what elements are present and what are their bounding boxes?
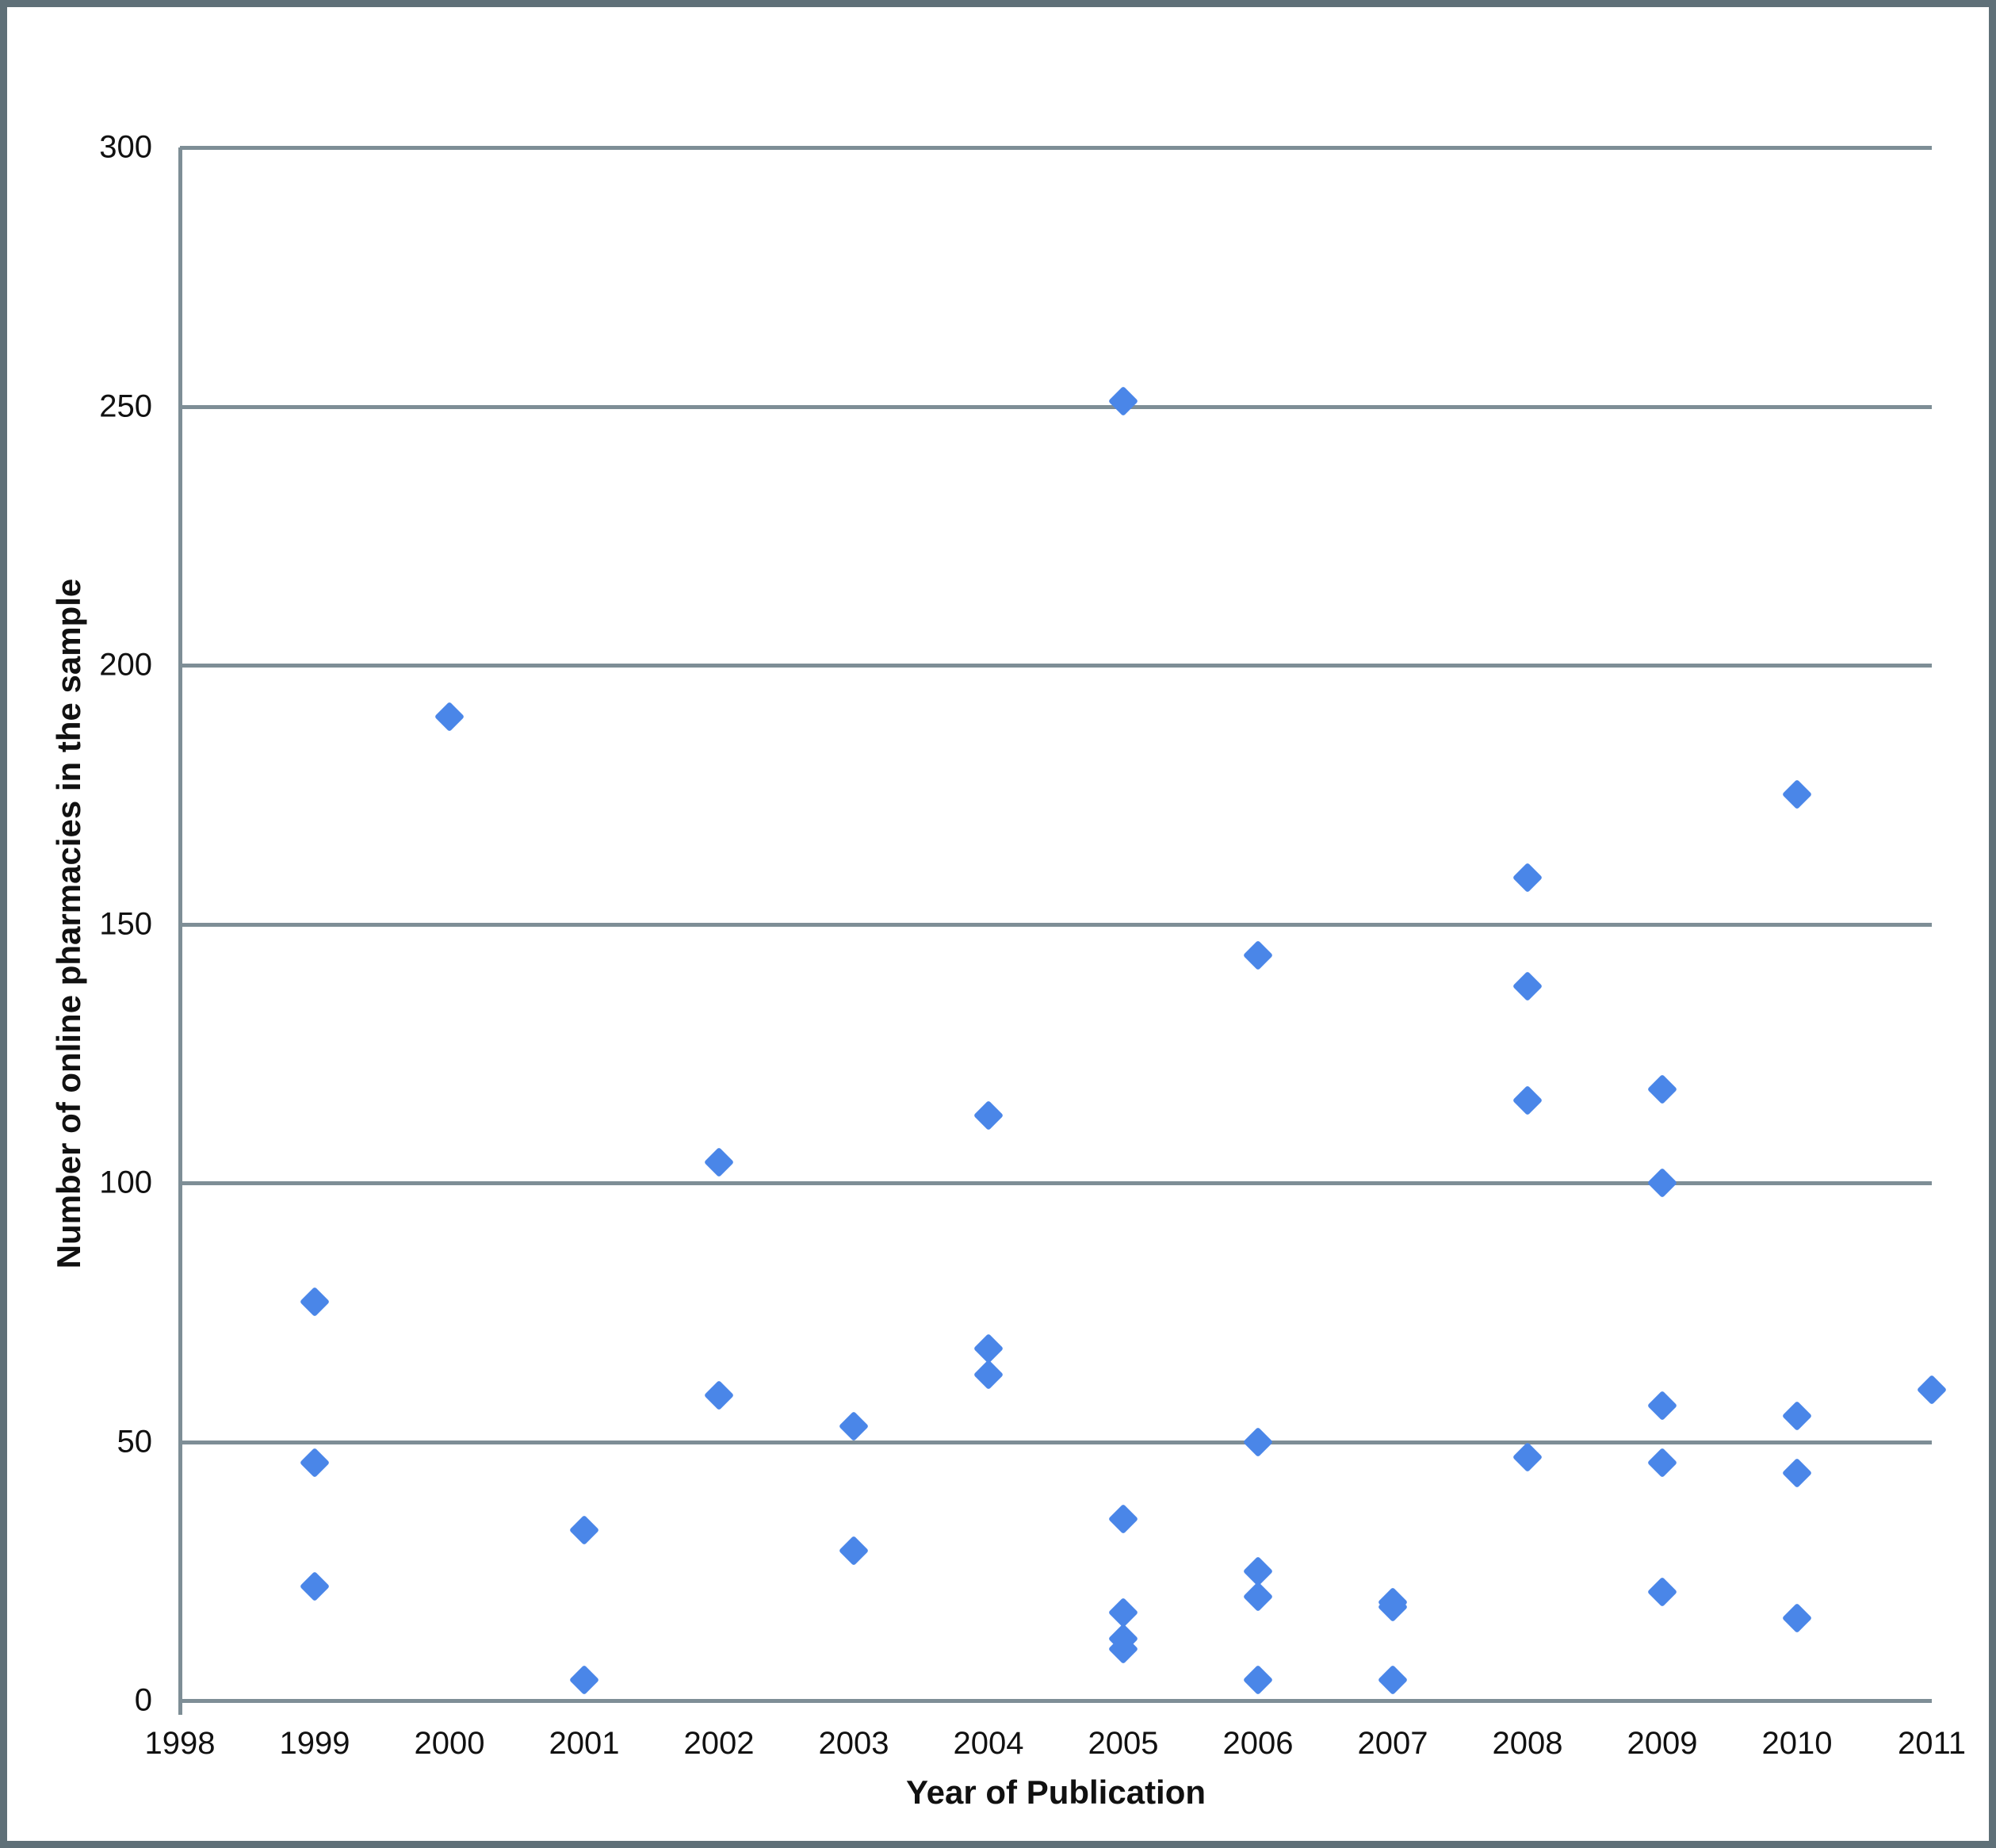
data-point-2005-251 (1107, 385, 1139, 417)
data-point-2008-159 (1512, 862, 1543, 893)
data-point-2006-4 (1242, 1664, 1274, 1695)
x-tick-label-2001: 2001 (549, 1726, 620, 1761)
data-point-2009-57 (1646, 1390, 1678, 1421)
y-tick-label-0: 0 (134, 1682, 152, 1718)
data-point-2009-100 (1646, 1167, 1678, 1199)
x-tick-label-2006: 2006 (1222, 1726, 1294, 1761)
data-point-2009-118 (1646, 1074, 1678, 1105)
x-tick-label-2002: 2002 (683, 1726, 755, 1761)
data-point-2007-4 (1377, 1664, 1409, 1695)
y-tick-label-150: 150 (99, 906, 152, 941)
data-point-1999-77 (299, 1287, 331, 1318)
x-tick-label-1999: 1999 (279, 1726, 350, 1761)
data-point-2005-17 (1107, 1597, 1139, 1628)
data-point-2010-175 (1781, 779, 1813, 810)
data-point-2011-60 (1916, 1375, 1948, 1406)
gridline-y-50 (180, 1440, 1932, 1444)
y-tick-label-50: 50 (117, 1424, 153, 1459)
x-tick-label-2000: 2000 (414, 1726, 485, 1761)
x-tick-label-1998: 1998 (144, 1726, 216, 1761)
data-point-2006-20 (1242, 1582, 1274, 1613)
y-tick-label-250: 250 (99, 388, 152, 423)
data-point-2003-29 (838, 1535, 870, 1566)
data-point-2008-138 (1512, 970, 1543, 1001)
data-point-2008-47 (1512, 1441, 1543, 1473)
gridline-y-300 (180, 146, 1932, 150)
data-point-2010-55 (1781, 1400, 1813, 1431)
gridline-y-200 (180, 664, 1932, 668)
data-point-2005-35 (1107, 1504, 1139, 1535)
data-point-2010-16 (1781, 1602, 1813, 1633)
y-tick-label-300: 300 (99, 129, 152, 165)
data-point-2002-59 (703, 1379, 735, 1410)
gridline-y-250 (180, 404, 1932, 409)
y-axis-line (178, 147, 182, 1715)
data-point-2006-144 (1242, 939, 1274, 970)
data-point-1999-46 (299, 1447, 331, 1478)
data-point-2003-53 (838, 1410, 870, 1441)
data-point-2004-68 (973, 1333, 1004, 1364)
x-tick-label-2009: 2009 (1627, 1726, 1698, 1761)
data-point-2002-104 (703, 1146, 735, 1177)
x-tick-label-2007: 2007 (1357, 1726, 1428, 1761)
y-tick-label-100: 100 (99, 1165, 152, 1200)
data-point-2004-113 (973, 1100, 1004, 1131)
x-tick-label-2008: 2008 (1492, 1726, 1563, 1761)
data-point-2001-4 (568, 1664, 600, 1695)
x-tick-label-2011: 2011 (1897, 1726, 1966, 1761)
data-point-2004-63 (973, 1359, 1004, 1390)
data-point-2000-190 (434, 702, 465, 733)
data-point-2001-33 (568, 1514, 600, 1545)
gridline-y-0 (180, 1699, 1932, 1703)
y-tick-label-200: 200 (99, 647, 152, 683)
x-tick-label-2004: 2004 (953, 1726, 1024, 1761)
x-tick-label-2010: 2010 (1761, 1726, 1833, 1761)
data-point-1999-22 (299, 1571, 331, 1602)
data-point-2008-116 (1512, 1085, 1543, 1115)
data-point-2009-46 (1646, 1447, 1678, 1478)
x-axis-title: Year of Publication (905, 1773, 1206, 1811)
data-point-2009-21 (1646, 1576, 1678, 1607)
x-tick-label-2003: 2003 (818, 1726, 889, 1761)
gridline-y-150 (180, 922, 1932, 927)
data-point-2010-44 (1781, 1457, 1813, 1488)
x-tick-label-2005: 2005 (1088, 1726, 1159, 1761)
data-point-2006-50 (1242, 1426, 1274, 1457)
